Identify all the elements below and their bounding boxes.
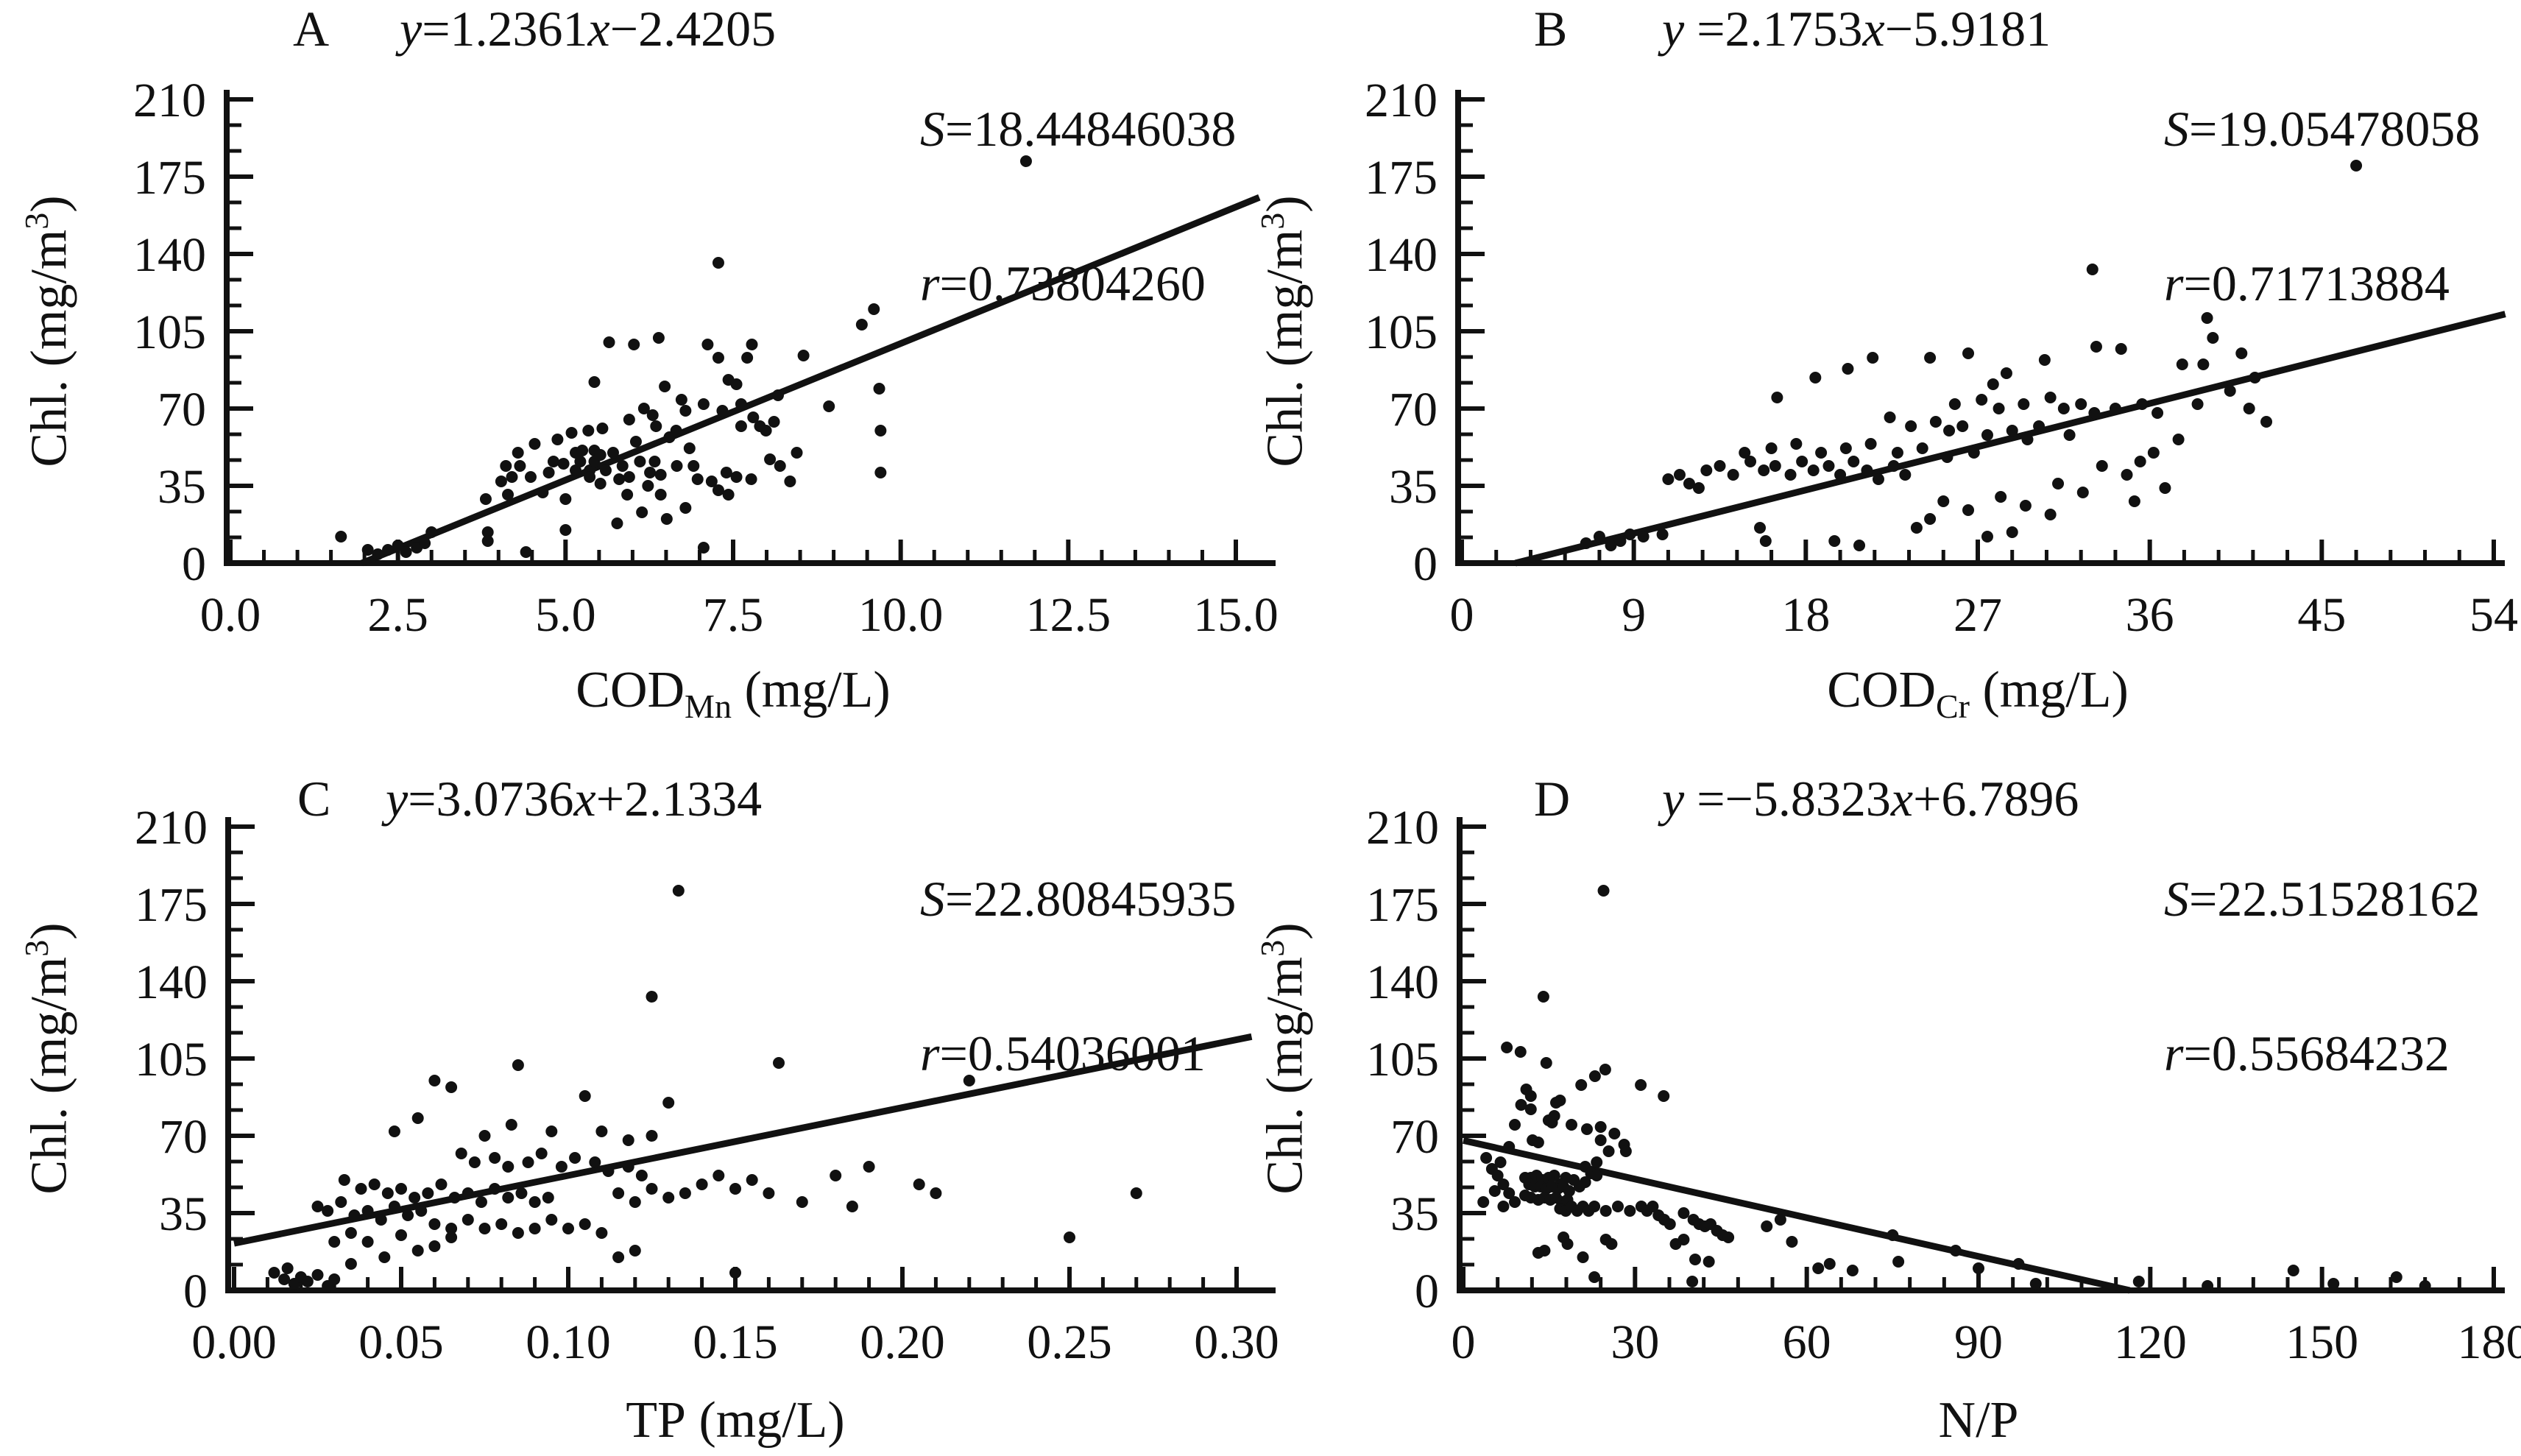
svg-text:5.0: 5.0 [535,588,596,642]
svg-text:18: 18 [1781,588,1830,642]
svg-text:0.20: 0.20 [860,1315,945,1369]
svg-text:0: 0 [1452,1315,1476,1369]
svg-text:175: 175 [133,151,206,205]
panel-c-ylabel-sup: 3 [18,940,55,957]
svg-text:15.0: 15.0 [1193,588,1279,642]
svg-text:175: 175 [1365,151,1438,205]
svg-text:27: 27 [1953,588,2002,642]
panel-a-eq-tail: −2.4205 [610,1,776,57]
svg-text:210: 210 [1365,74,1438,127]
panel-c-ylabel-rest: ) [21,922,77,939]
panel-b-eq-mid: =2.1753 [1684,1,1862,57]
svg-text:30: 30 [1610,1315,1659,1369]
svg-text:7.5: 7.5 [703,588,764,642]
panel-b-plot: 0 9 18 27 36 45 54 0 35 70 105 140 175 210 [1303,66,2521,714]
svg-text:70: 70 [1389,383,1438,437]
svg-text:70: 70 [1390,1110,1439,1164]
svg-text:2.5: 2.5 [367,588,428,642]
panel-a-ylabel-rest: ) [21,195,77,212]
panel-a-y-axis-title: Chl. (mg/m3) [6,103,68,559]
svg-text:9: 9 [1622,588,1646,642]
svg-text:150: 150 [2285,1315,2358,1369]
panel-c-plot: 0.00 0.05 0.10 0.15 0.20 0.25 0.30 0 35 70 105 140 1… [74,795,1295,1443]
svg-text:105: 105 [133,305,206,359]
svg-text:120: 120 [2114,1315,2187,1369]
svg-text:0.10: 0.10 [526,1315,611,1369]
svg-text:35: 35 [1389,460,1438,514]
svg-text:0: 0 [1413,537,1438,591]
panel-a-eq-x: x [588,1,610,57]
svg-text:175: 175 [135,878,208,932]
svg-text:54: 54 [2469,588,2518,642]
svg-text:0: 0 [182,537,206,591]
svg-text:35: 35 [158,460,206,514]
svg-text:0: 0 [1450,588,1474,642]
svg-text:140: 140 [135,955,208,1009]
svg-text:0.05: 0.05 [358,1315,444,1369]
panel-a-equation: y=1.2361x−2.4205 [400,0,776,58]
panel-b-letter: B [1534,0,1567,58]
svg-text:0.00: 0.00 [191,1315,277,1369]
panel-b-ylabel-sup: 3 [1254,213,1291,230]
svg-text:10.0: 10.0 [858,588,944,642]
svg-text:60: 60 [1783,1315,1831,1369]
svg-text:140: 140 [1365,228,1438,282]
panel-b-eq-y: y [1662,1,1684,57]
panel-a-eq-mid: =1.2361 [422,1,587,57]
panel-b-y-axis-title: Chl. (mg/m3) [1242,103,1304,559]
svg-text:210: 210 [135,801,208,855]
svg-text:0.25: 0.25 [1027,1315,1112,1369]
panel-a-ylabel-main: Chl. (mg/m [21,230,77,467]
panel-a-ylabel-sup: 3 [18,213,55,230]
panel-d-ylabel-sup: 3 [1254,940,1291,957]
panel-a-eq-y: y [400,1,422,57]
svg-text:105: 105 [135,1033,208,1086]
svg-text:210: 210 [133,74,206,127]
svg-text:35: 35 [159,1187,208,1241]
panel-b-eq-x: x [1863,1,1885,57]
svg-text:36: 36 [2126,588,2174,642]
svg-text:175: 175 [1366,878,1439,932]
panel-a-plot: 0.0 2.5 5.0 7.5 10.0 12.5 15.0 0 35 70 105 140 175 21… [74,66,1295,714]
svg-text:45: 45 [2297,588,2346,642]
panel-c-y-axis-title: Chl. (mg/m3) [6,830,68,1287]
panel-d-plot: 0 30 60 90 120 150 180 0 35 70 105 140 175 210 [1303,795,2521,1443]
svg-text:12.5: 12.5 [1026,588,1111,642]
svg-text:70: 70 [159,1110,208,1164]
svg-text:0.0: 0.0 [200,588,261,642]
svg-text:210: 210 [1366,801,1439,855]
panel-b-equation: y =2.1753x−5.9181 [1662,0,2051,58]
svg-text:0: 0 [183,1265,208,1318]
svg-text:0.30: 0.30 [1194,1315,1279,1369]
svg-text:105: 105 [1365,305,1438,359]
svg-text:140: 140 [1366,955,1439,1009]
panel-c-ylabel-main: Chl. (mg/m [21,957,77,1195]
svg-text:105: 105 [1366,1033,1439,1086]
panel-d-y-axis-title: Chl. (mg/m3) [1242,830,1304,1287]
panel-b-eq-tail: −5.9181 [1885,1,2051,57]
svg-text:90: 90 [1954,1315,2003,1369]
svg-text:70: 70 [158,383,206,437]
svg-text:0.15: 0.15 [693,1315,778,1369]
svg-text:35: 35 [1390,1187,1439,1241]
svg-text:180: 180 [2458,1315,2521,1369]
panel-a-letter: A [293,0,329,58]
svg-text:140: 140 [133,228,206,282]
svg-text:0: 0 [1415,1265,1439,1318]
